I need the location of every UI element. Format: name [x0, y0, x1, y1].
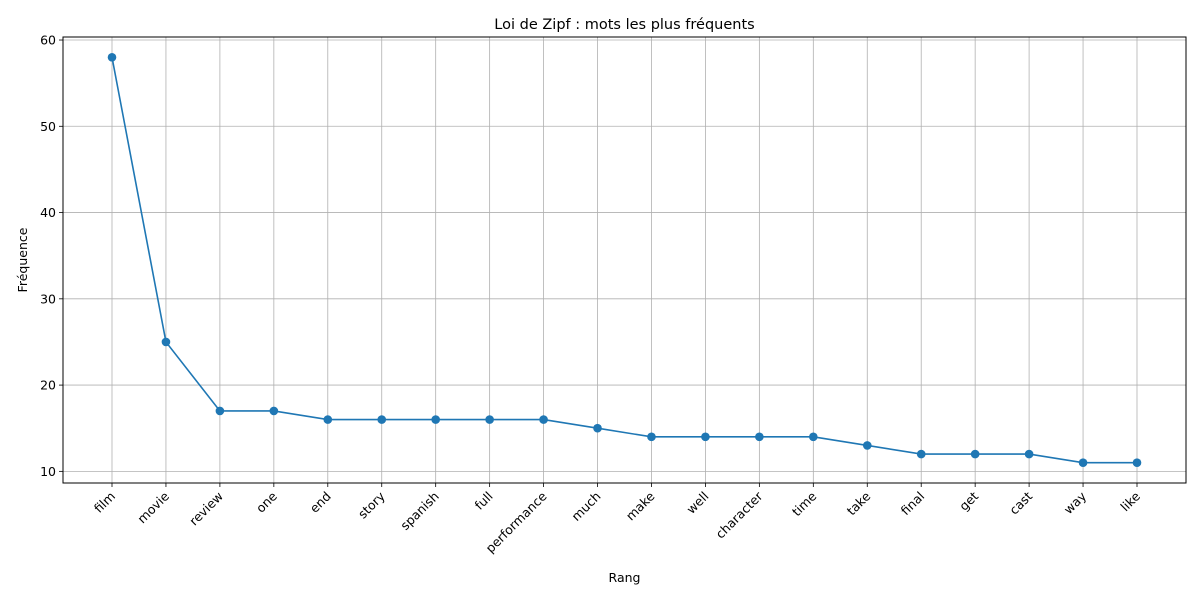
x-tick-label: get — [956, 488, 981, 513]
x-tick-label: spanish — [397, 489, 442, 534]
x-tick-label: like — [1117, 488, 1143, 514]
x-tick-label: well — [683, 489, 711, 517]
y-axis-label: Fréquence — [15, 227, 30, 292]
data-point-full — [485, 415, 494, 424]
data-point-film — [107, 52, 117, 62]
series-layer — [107, 52, 1142, 468]
x-tick-label: much — [568, 489, 603, 524]
x-tick-label: end — [307, 489, 334, 516]
data-point-final — [916, 449, 926, 459]
x-tick-label: way — [1061, 488, 1090, 517]
x-tick-label: film — [91, 489, 118, 516]
data-point-take — [862, 441, 872, 450]
x-tick-label: one — [253, 488, 280, 515]
data-point-story — [377, 415, 387, 424]
chart-title: Loi de Zipf : mots les plus fréquents — [494, 17, 754, 33]
x-tick-label: time — [789, 488, 820, 519]
y-tick-label: 50 — [40, 119, 56, 134]
data-point-well — [701, 432, 710, 442]
data-point-get — [970, 449, 980, 459]
x-tick-label: take — [844, 488, 874, 518]
x-axis-label: Rang — [609, 570, 641, 585]
plot-area-frame — [62, 36, 1187, 484]
axis-ticks: film movie review one end story spanish fullper… — [40, 33, 1143, 556]
grid — [63, 37, 1186, 483]
x-tick-label: make — [623, 488, 658, 523]
y-tick-label: 20 — [40, 378, 56, 393]
y-tick-label: 10 — [40, 464, 56, 479]
data-point-time — [809, 432, 818, 442]
x-tick-label: story — [355, 488, 388, 521]
data-point-performance — [539, 415, 548, 424]
data-point-way — [1078, 458, 1088, 468]
data-point-end — [323, 415, 333, 424]
x-tick-label: full — [472, 489, 496, 513]
x-tick-label: cast — [1006, 488, 1035, 517]
y-tick-label: 40 — [40, 205, 56, 220]
data-point-spanish — [431, 415, 440, 424]
x-tick-label: final — [898, 489, 928, 519]
x-tick-label: character — [713, 488, 767, 542]
data-point-like — [1132, 458, 1142, 468]
data-point-much — [593, 423, 602, 433]
y-tick-label: 60 — [40, 33, 56, 48]
data-point-character — [755, 432, 764, 442]
data-point-review — [215, 406, 225, 416]
x-tick-label: review — [186, 489, 226, 529]
data-point-make — [647, 432, 656, 442]
data-point-cast — [1024, 449, 1034, 459]
y-tick-label: 30 — [40, 291, 56, 306]
data-point-movie — [161, 337, 171, 347]
data-point-one — [269, 406, 279, 416]
x-tick-label: movie — [134, 488, 172, 526]
series-line — [111, 57, 1137, 464]
